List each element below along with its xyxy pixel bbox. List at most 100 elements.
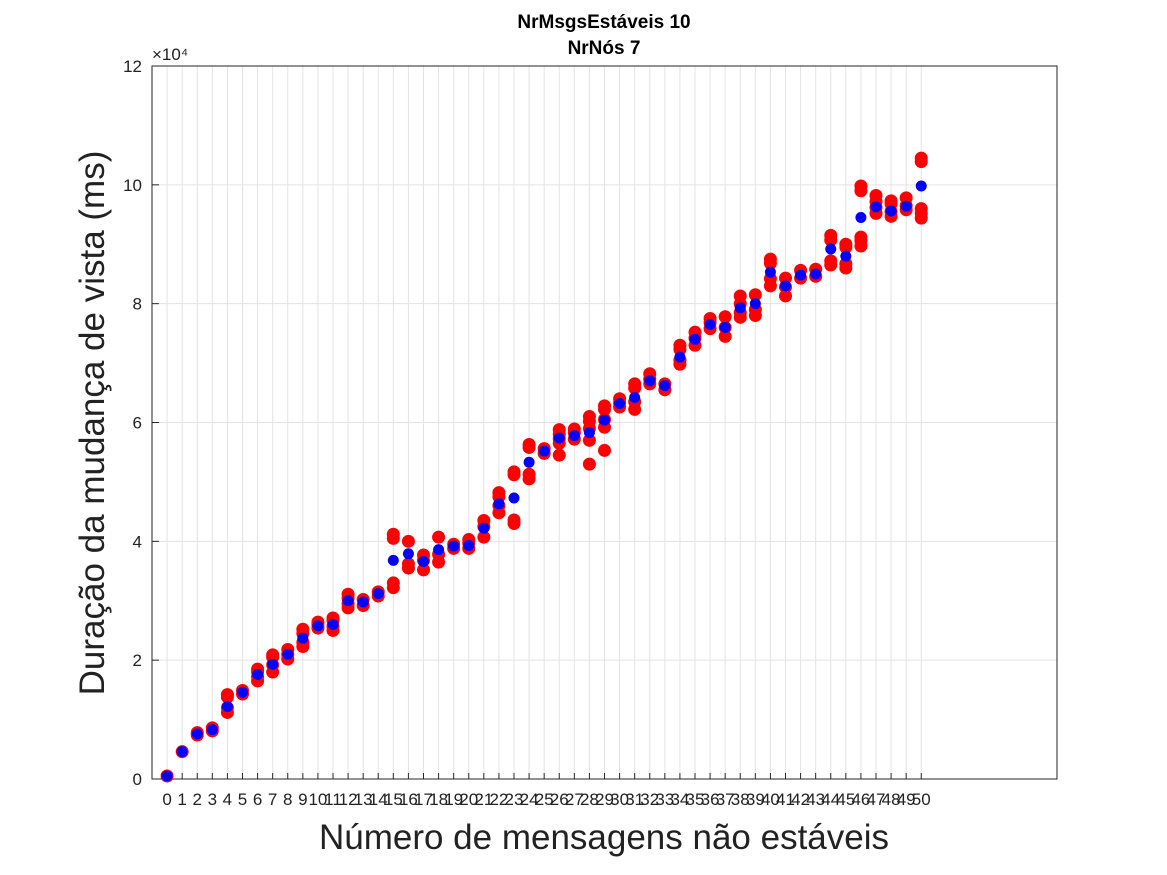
mean-point bbox=[553, 432, 565, 444]
x-tick-label: 26 bbox=[550, 790, 569, 809]
x-tick-label: 49 bbox=[897, 790, 916, 809]
y-tick-label: 2 bbox=[133, 651, 142, 670]
mean-point bbox=[629, 392, 641, 404]
mean-point bbox=[357, 596, 369, 608]
x-tick-label: 8 bbox=[283, 790, 292, 809]
y-tick-label: 10 bbox=[123, 176, 142, 195]
x-tick-label: 40 bbox=[761, 790, 780, 809]
x-tick-label: 30 bbox=[610, 790, 629, 809]
mean-point bbox=[342, 595, 354, 607]
mean-point bbox=[191, 728, 203, 740]
individual-point bbox=[552, 423, 566, 437]
x-tick-label: 4 bbox=[223, 790, 232, 809]
mean-point bbox=[825, 243, 837, 255]
x-tick-label: 42 bbox=[791, 790, 810, 809]
mean-point bbox=[568, 430, 580, 442]
individual-point bbox=[718, 310, 732, 324]
x-tick-label: 34 bbox=[670, 790, 689, 809]
mean-point bbox=[689, 333, 701, 345]
x-tick-label: 5 bbox=[238, 790, 247, 809]
x-tick-label: 12 bbox=[339, 790, 358, 809]
x-tick-label: 45 bbox=[836, 790, 855, 809]
y-tick-label: 12 bbox=[123, 57, 142, 76]
individual-point bbox=[296, 622, 310, 636]
mean-point bbox=[206, 724, 218, 736]
mean-point bbox=[734, 302, 746, 314]
x-tick-label: 13 bbox=[354, 790, 373, 809]
x-tick-label: 38 bbox=[731, 790, 750, 809]
mean-point bbox=[297, 632, 309, 644]
individual-point bbox=[477, 530, 491, 544]
x-tick-label: 43 bbox=[806, 790, 825, 809]
x-tick-label: 9 bbox=[298, 790, 307, 809]
x-tick-label: 22 bbox=[489, 790, 508, 809]
x-tick-label: 32 bbox=[640, 790, 659, 809]
individual-point bbox=[899, 191, 913, 205]
individual-point bbox=[673, 338, 687, 352]
x-tick-label: 10 bbox=[308, 790, 327, 809]
x-tick-label: 6 bbox=[253, 790, 262, 809]
mean-point bbox=[840, 250, 852, 262]
individual-point bbox=[582, 433, 596, 447]
y-exponent-label: ×10⁴ bbox=[152, 45, 188, 64]
x-tick-label: 19 bbox=[444, 790, 463, 809]
individual-point bbox=[401, 534, 415, 548]
x-tick-label: 37 bbox=[716, 790, 735, 809]
mean-point bbox=[463, 539, 475, 551]
individual-point bbox=[598, 399, 611, 413]
x-tick-label: 50 bbox=[912, 790, 931, 809]
individual-point bbox=[507, 465, 521, 479]
x-tick-label: 18 bbox=[429, 790, 448, 809]
mean-point bbox=[282, 648, 294, 660]
x-tick-label: 47 bbox=[867, 790, 886, 809]
x-tick-label: 15 bbox=[384, 790, 403, 809]
mean-point bbox=[448, 540, 460, 552]
mean-point bbox=[764, 266, 776, 278]
x-tick-label: 14 bbox=[369, 790, 388, 809]
x-axis-label: Número de mensagens não estáveis bbox=[319, 818, 889, 857]
x-tick-label: 29 bbox=[595, 790, 614, 809]
individual-point bbox=[839, 257, 853, 271]
individual-point bbox=[839, 237, 853, 251]
x-tick-label: 36 bbox=[701, 790, 720, 809]
mean-point bbox=[402, 548, 414, 560]
mean-point bbox=[387, 554, 399, 566]
individual-point bbox=[914, 151, 928, 165]
mean-point bbox=[523, 456, 535, 468]
individual-point bbox=[884, 194, 898, 208]
x-tick-label: 39 bbox=[746, 790, 765, 809]
mean-point bbox=[237, 686, 248, 698]
mean-point bbox=[433, 544, 445, 556]
x-tick-label: 33 bbox=[655, 790, 674, 809]
individual-point bbox=[432, 530, 446, 544]
individual-point bbox=[220, 688, 234, 702]
y-tick-label: 0 bbox=[133, 770, 142, 789]
individual-point bbox=[386, 576, 400, 590]
individual-point bbox=[824, 254, 838, 268]
mean-point bbox=[659, 380, 671, 392]
mean-point bbox=[719, 321, 731, 333]
mean-point bbox=[749, 298, 761, 310]
y-tick-label: 6 bbox=[133, 414, 142, 433]
mean-point bbox=[267, 658, 279, 670]
individual-point bbox=[628, 377, 642, 391]
mean-point bbox=[538, 445, 550, 457]
individual-point bbox=[582, 410, 596, 424]
x-tick-label: 1 bbox=[177, 790, 186, 809]
individual-point bbox=[401, 557, 415, 571]
individual-point bbox=[748, 288, 762, 302]
individual-point bbox=[522, 467, 536, 481]
individual-point bbox=[854, 230, 868, 244]
individual-point bbox=[266, 648, 280, 662]
x-tick-label: 35 bbox=[686, 790, 705, 809]
mean-point bbox=[644, 375, 656, 387]
mean-point bbox=[312, 620, 324, 632]
mean-point bbox=[870, 201, 882, 213]
mean-point bbox=[614, 397, 626, 409]
x-tick-label: 27 bbox=[565, 790, 584, 809]
mean-point bbox=[900, 200, 912, 212]
individual-point bbox=[854, 179, 868, 193]
y-tick-label: 8 bbox=[133, 295, 142, 314]
x-tick-label: 23 bbox=[505, 790, 524, 809]
